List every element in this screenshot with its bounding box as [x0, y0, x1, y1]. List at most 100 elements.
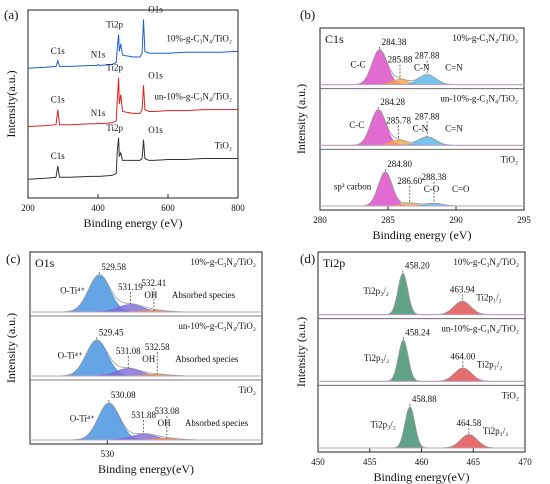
peak-center-label: 284.38 — [382, 37, 407, 47]
x-tick-label: 465 — [467, 457, 481, 467]
panel-label: (d) — [300, 251, 315, 266]
panel-title: C1s — [325, 32, 344, 46]
peak-name: OH — [142, 354, 155, 364]
peak-annotation: C1s — [51, 151, 66, 161]
peak-name: sp³ carbon — [334, 181, 372, 191]
peak-name: C-C — [351, 60, 366, 70]
peak-name: Ti2p₁/₂ — [483, 426, 508, 436]
fitted-peak — [317, 367, 526, 382]
peak-name: Ti2p₁/₂ — [476, 293, 501, 303]
peak-center-label: 284.80 — [387, 159, 412, 169]
x-axis-label: Binding energy (eV) — [83, 216, 182, 230]
x-tick-label: 280 — [313, 215, 327, 225]
x-axis-label: Binding energy(eV) — [98, 462, 194, 476]
x-tick-label: 295 — [517, 215, 531, 225]
peak-center-label: 529.58 — [101, 262, 126, 272]
peak-center-label: 463.94 — [450, 285, 475, 295]
x-tick-label: 470 — [518, 457, 532, 467]
peak-annotation: N1s — [91, 108, 106, 118]
x-tick-label: 600 — [161, 203, 175, 213]
peak-name: C-O — [424, 184, 440, 194]
panel-title: Ti2p — [323, 256, 345, 270]
peak-annotation: O1s — [148, 125, 163, 135]
x-tick-label: 290 — [449, 215, 463, 225]
series-label: un-10%-g-C₃N₄/TiO₂ — [178, 321, 256, 331]
peak-name: C=N — [445, 63, 463, 73]
peak-center-label: 287.88 — [415, 51, 440, 61]
y-axis-label: Intensity(a.u.) — [4, 70, 18, 137]
series-label: 10%-g-C₃N₄/TiO₂ — [166, 33, 232, 43]
peak-center-label: 531.08 — [116, 346, 141, 356]
peak-center-label: 533.08 — [155, 406, 180, 416]
x-tick-label: 200 — [21, 203, 35, 213]
series-label: 10%-g-C₃N₄/TiO₂ — [452, 33, 518, 43]
series-label: un-10%-g-C₃N₄/TiO₂ — [441, 324, 519, 334]
peak-name: C-N — [413, 123, 429, 133]
peak-center-label: 284.28 — [380, 97, 405, 107]
peak-center-label: 529.45 — [99, 327, 124, 337]
series-label: TiO₂ — [215, 141, 232, 151]
peak-name: Absorbed species — [185, 418, 249, 428]
peak-annotation: O1s — [148, 70, 163, 80]
peak-name: C-C — [349, 120, 364, 130]
peak-center-label: 532.41 — [142, 278, 167, 288]
x-tick-label: 450 — [311, 457, 325, 467]
peak-name: Absorbed species — [172, 290, 236, 300]
peak-name: Ti2p₃/₂ — [370, 419, 395, 429]
peak-center-label: 464.58 — [457, 418, 482, 428]
x-tick-label: 400 — [91, 203, 105, 213]
peak-center-label: 285.88 — [388, 55, 413, 65]
peak-annotation: Ti2p — [106, 123, 123, 133]
peak-center-label: 531.19 — [118, 282, 143, 292]
x-tick-label: 285 — [381, 215, 395, 225]
peak-center-label: 458.24 — [405, 327, 430, 337]
peak-annotation: C1s — [51, 95, 66, 105]
peak-annotation: C1s — [51, 46, 66, 56]
panel-label: (a) — [4, 7, 18, 22]
fitted-peak — [30, 433, 262, 441]
peak-name: C=N — [445, 123, 463, 133]
peak-annotation: N1s — [91, 50, 106, 60]
peak-center-label: 464.00 — [451, 351, 476, 361]
peak-name: OH — [144, 290, 157, 300]
peak-name: C-N — [414, 63, 430, 73]
y-axis-label: Intensity (a.u.) — [294, 317, 308, 387]
series-label: 10%-g-C₃N₄/TiO₂ — [190, 257, 256, 267]
spectrum-line — [27, 19, 239, 69]
x-tick-label: 800 — [231, 203, 245, 213]
peak-annotation: Ti2p — [106, 63, 123, 73]
peak-name: O-Ti⁴⁺ — [60, 286, 85, 296]
panel-title: O1s — [35, 256, 55, 270]
peak-name: Absorbed species — [175, 354, 239, 364]
y-axis-label: Intensity (a.u.) — [4, 313, 18, 383]
peak-center-label: 286.60 — [397, 176, 422, 186]
x-tick-label: 530 — [101, 449, 115, 459]
peak-name: O-Ti⁴⁺ — [58, 350, 83, 360]
peak-center-label: 287.88 — [415, 111, 440, 121]
series-label: TiO₂ — [502, 390, 519, 400]
peak-name: Ti2p₃/₂ — [364, 353, 389, 363]
fitted-peak — [317, 301, 526, 315]
peak-center-label: 458.88 — [412, 394, 437, 404]
series-label: TiO₂ — [501, 154, 518, 164]
peak-name: Ti2p₁/₂ — [477, 359, 502, 369]
peak-name: O-Ti⁴⁺ — [70, 414, 95, 424]
x-tick-label: 460 — [415, 457, 429, 467]
x-axis-label: Binding energy(eV) — [373, 470, 469, 484]
x-axis-label: Binding energy (eV) — [372, 228, 471, 242]
peak-center-label: 530.08 — [111, 390, 136, 400]
plot-frame — [319, 27, 525, 211]
plot-frame — [27, 9, 239, 199]
panel-label: (c) — [6, 251, 20, 266]
series-label: 10%-g-C₃N₄/TiO₂ — [453, 257, 519, 267]
peak-center-label: 288.38 — [422, 172, 447, 182]
spectrum-line — [27, 137, 238, 180]
y-axis-label: Intensity (a.u.) — [294, 84, 308, 154]
series-label: TiO₂ — [239, 385, 256, 395]
series-label: un-10%-g-C₃N₄/TiO₂ — [440, 94, 518, 104]
spectrum-line — [27, 77, 238, 128]
peak-center-label: 532.58 — [145, 342, 170, 352]
peak-name: OH — [158, 418, 171, 428]
plot-frame — [29, 251, 263, 445]
